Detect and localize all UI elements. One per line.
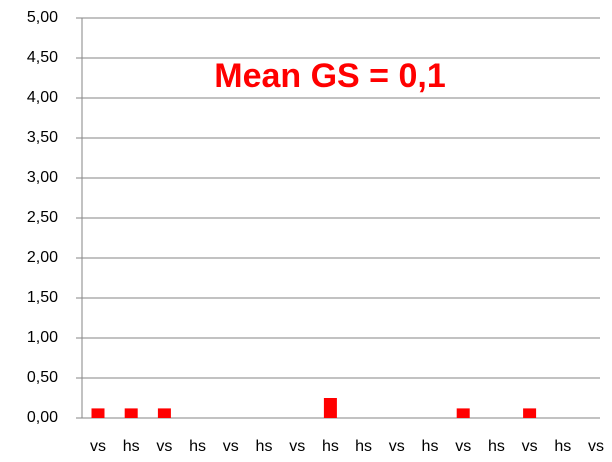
y-tick-label: 4,50 xyxy=(27,49,58,66)
x-tick-label: hs xyxy=(123,438,140,455)
y-tick-label: 2,50 xyxy=(27,209,58,226)
x-tick-label: hs xyxy=(189,438,206,455)
y-tick-label: 1,50 xyxy=(27,289,58,306)
x-tick-label: hs xyxy=(554,438,571,455)
x-tick-label: hs xyxy=(488,438,505,455)
x-tick-label: vs xyxy=(90,438,106,455)
x-tick-label: hs xyxy=(256,438,273,455)
bar xyxy=(456,408,470,418)
x-tick-label: vs xyxy=(588,438,604,455)
x-tick-label: vs xyxy=(389,438,405,455)
y-tick-label: 0,00 xyxy=(27,409,58,426)
bar xyxy=(157,408,171,418)
x-tick-label: vs xyxy=(156,438,172,455)
y-tick-label: 3,00 xyxy=(27,169,58,186)
y-tick-label: 0,50 xyxy=(27,369,58,386)
bar xyxy=(523,408,537,418)
x-tick-label: hs xyxy=(355,438,372,455)
y-tick-label: 4,00 xyxy=(27,89,58,106)
bar xyxy=(124,408,138,418)
bar xyxy=(91,408,105,418)
x-tick-label: hs xyxy=(422,438,439,455)
x-tick-label: vs xyxy=(289,438,305,455)
chart-title: Mean GS = 0,1 xyxy=(214,57,446,95)
x-tick-label: hs xyxy=(322,438,339,455)
y-tick-label: 5,00 xyxy=(27,9,58,26)
y-tick-label: 1,00 xyxy=(27,329,58,346)
x-tick-label: vs xyxy=(223,438,239,455)
y-tick-label: 2,00 xyxy=(27,249,58,266)
y-tick-label: 3,50 xyxy=(27,129,58,146)
x-tick-label: vs xyxy=(522,438,538,455)
x-tick-label: vs xyxy=(455,438,471,455)
bar xyxy=(323,398,337,418)
